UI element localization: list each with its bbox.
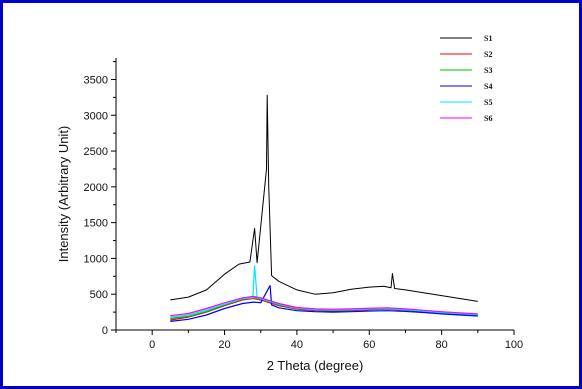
y-ticks: 0 500 1000 1500 2000 2500 3000 3500: [84, 61, 116, 337]
y-tick-label: 2000: [84, 182, 108, 194]
y-tick-label: 500: [90, 289, 108, 301]
legend-label-s1: S1: [484, 34, 492, 43]
y-tick-label: 2500: [84, 146, 108, 158]
series-layer: [170, 94, 478, 322]
legend-label-s6: S6: [484, 114, 492, 123]
y-tick-label: 0: [102, 325, 108, 337]
legend-label-s2: S2: [484, 50, 492, 59]
x-tick-label: 60: [363, 339, 375, 351]
y-axis-title: Intensity (Arbitrary Unit): [56, 126, 71, 263]
x-ticks: 0 20 40 60 80 100: [115, 330, 523, 351]
legend-label-s4: S4: [484, 82, 492, 91]
x-tick-label: 40: [291, 339, 303, 351]
series-line-s5: [170, 265, 478, 318]
x-tick-label: 80: [436, 339, 448, 351]
series-line-s3: [170, 297, 478, 320]
x-axis-title: 2 Theta (degree): [267, 358, 364, 373]
legend-label-s3: S3: [484, 66, 492, 75]
legend-label-s5: S5: [484, 98, 492, 107]
x-tick-label: 100: [505, 339, 523, 351]
series-line-s6: [170, 295, 478, 317]
series-line-s4: [170, 285, 478, 322]
y-tick-label: 3500: [84, 74, 108, 86]
legend: S1 S2 S3 S4 S5 S6: [440, 34, 492, 123]
x-tick-label: 20: [218, 339, 230, 351]
y-tick-label: 1500: [84, 218, 108, 230]
y-tick-label: 3000: [84, 110, 108, 122]
y-tick-label: 1000: [84, 253, 108, 265]
series-line-s1: [170, 94, 478, 302]
x-tick-label: 0: [149, 339, 155, 351]
